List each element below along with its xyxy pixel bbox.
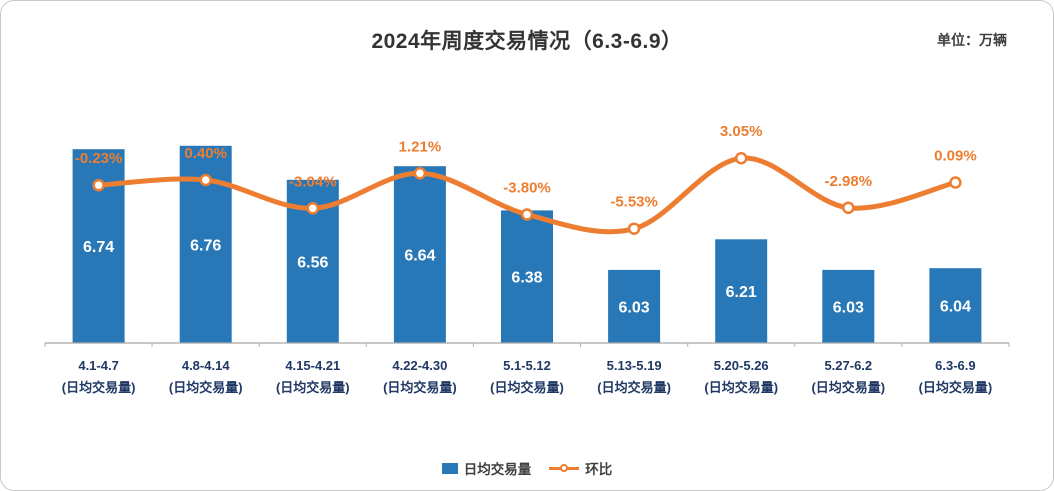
- category-label: 5.20-5.26 (日均交易量): [704, 358, 778, 395]
- category-label: 4.1-4.7 (日均交易量): [62, 358, 136, 395]
- trend-marker: [306, 202, 320, 215]
- bar-value-label: 6.03: [833, 299, 864, 316]
- pct-label: 1.21%: [399, 138, 442, 155]
- legend-label-daily-volume: 日均交易量: [463, 462, 532, 477]
- bar-value-label: 6.21: [726, 284, 757, 301]
- category-label-sub: (日均交易量): [919, 380, 993, 395]
- trend-marker: [949, 176, 962, 189]
- bar: [822, 269, 875, 343]
- bar: [929, 268, 982, 343]
- legend: 日均交易量 环比: [1, 458, 1053, 478]
- category-label-range: 5.20-5.26: [714, 358, 769, 373]
- category-label-sub: (日均交易量): [276, 380, 350, 395]
- category-label-sub: (日均交易量): [811, 380, 885, 395]
- category-label-range: 4.15-4.21: [285, 358, 340, 373]
- legend-item-daily-volume: 日均交易量: [441, 458, 532, 478]
- trend-marker: [842, 201, 855, 215]
- pct-label: -5.53%: [610, 194, 658, 211]
- trend-marker: [92, 178, 105, 192]
- category-label-range: 6.3-6.9: [935, 358, 975, 373]
- category-label-sub: (日均交易量): [62, 380, 136, 395]
- category-label: 5.1-5.12 (日均交易量): [490, 358, 564, 395]
- bar-value-label: 6.64: [404, 248, 435, 265]
- category-label: 4.15-4.21 (日均交易量): [276, 358, 350, 395]
- category-label: 4.22-4.30 (日均交易量): [383, 358, 457, 395]
- bar-value-label: 6.04: [940, 299, 971, 316]
- trend-marker: [199, 173, 212, 187]
- pct-label: -0.23%: [75, 150, 123, 167]
- unit-label: 单位：万辆: [937, 32, 1007, 48]
- category-label: 5.27-6.2 (日均交易量): [811, 358, 885, 395]
- bar: [715, 239, 768, 343]
- category-label-sub: (日均交易量): [169, 380, 243, 395]
- legend-label-wow-change: 环比: [585, 462, 613, 477]
- line-legend-swatch: [549, 464, 580, 472]
- category-label-range: 5.1-5.12: [503, 358, 551, 373]
- trend-marker: [734, 151, 748, 165]
- pct-label: -3.04%: [289, 173, 337, 190]
- bar: [393, 166, 446, 343]
- category-label: 4.8-4.14 (日均交易量): [169, 358, 243, 395]
- bar-value-label: 6.03: [619, 299, 650, 316]
- pct-label: 0.09%: [934, 148, 977, 165]
- bar-value-label: 6.38: [511, 270, 542, 287]
- bar-value-label: 6.74: [83, 239, 114, 256]
- pct-label: -3.80%: [503, 180, 551, 197]
- pct-label: 0.40%: [184, 145, 227, 162]
- line-legend-dot: [560, 464, 569, 472]
- category-label: 5.13-5.19 (日均交易量): [597, 358, 671, 395]
- category-label-range: 4.8-4.14: [182, 358, 230, 373]
- bar: [608, 269, 661, 343]
- bar-value-label: 6.76: [190, 237, 221, 254]
- chart-title: 2024年周度交易情况（6.3-6.9）: [371, 30, 683, 53]
- bar-value-label: 6.56: [297, 254, 328, 271]
- trend-marker: [413, 167, 427, 180]
- category-label-range: 4.22-4.30: [392, 358, 447, 373]
- trend-marker: [627, 222, 641, 235]
- trend-marker: [520, 208, 534, 221]
- pct-label: 3.05%: [720, 123, 763, 140]
- category-label-sub: (日均交易量): [490, 380, 564, 395]
- category-label: 6.3-6.9 (日均交易量): [919, 358, 993, 395]
- bar: [501, 210, 553, 343]
- category-label-sub: (日均交易量): [383, 380, 457, 395]
- category-label-range: 5.27-6.2: [824, 358, 872, 373]
- category-label-range: 4.1-4.7: [78, 358, 118, 373]
- category-label-range: 5.13-5.19: [607, 358, 662, 373]
- category-label-sub: (日均交易量): [704, 380, 778, 395]
- category-label-sub: (日均交易量): [597, 380, 671, 395]
- legend-item-wow-change: 环比: [549, 458, 612, 478]
- bar-legend-swatch: [441, 462, 458, 474]
- pct-label: -2.98%: [825, 173, 873, 190]
